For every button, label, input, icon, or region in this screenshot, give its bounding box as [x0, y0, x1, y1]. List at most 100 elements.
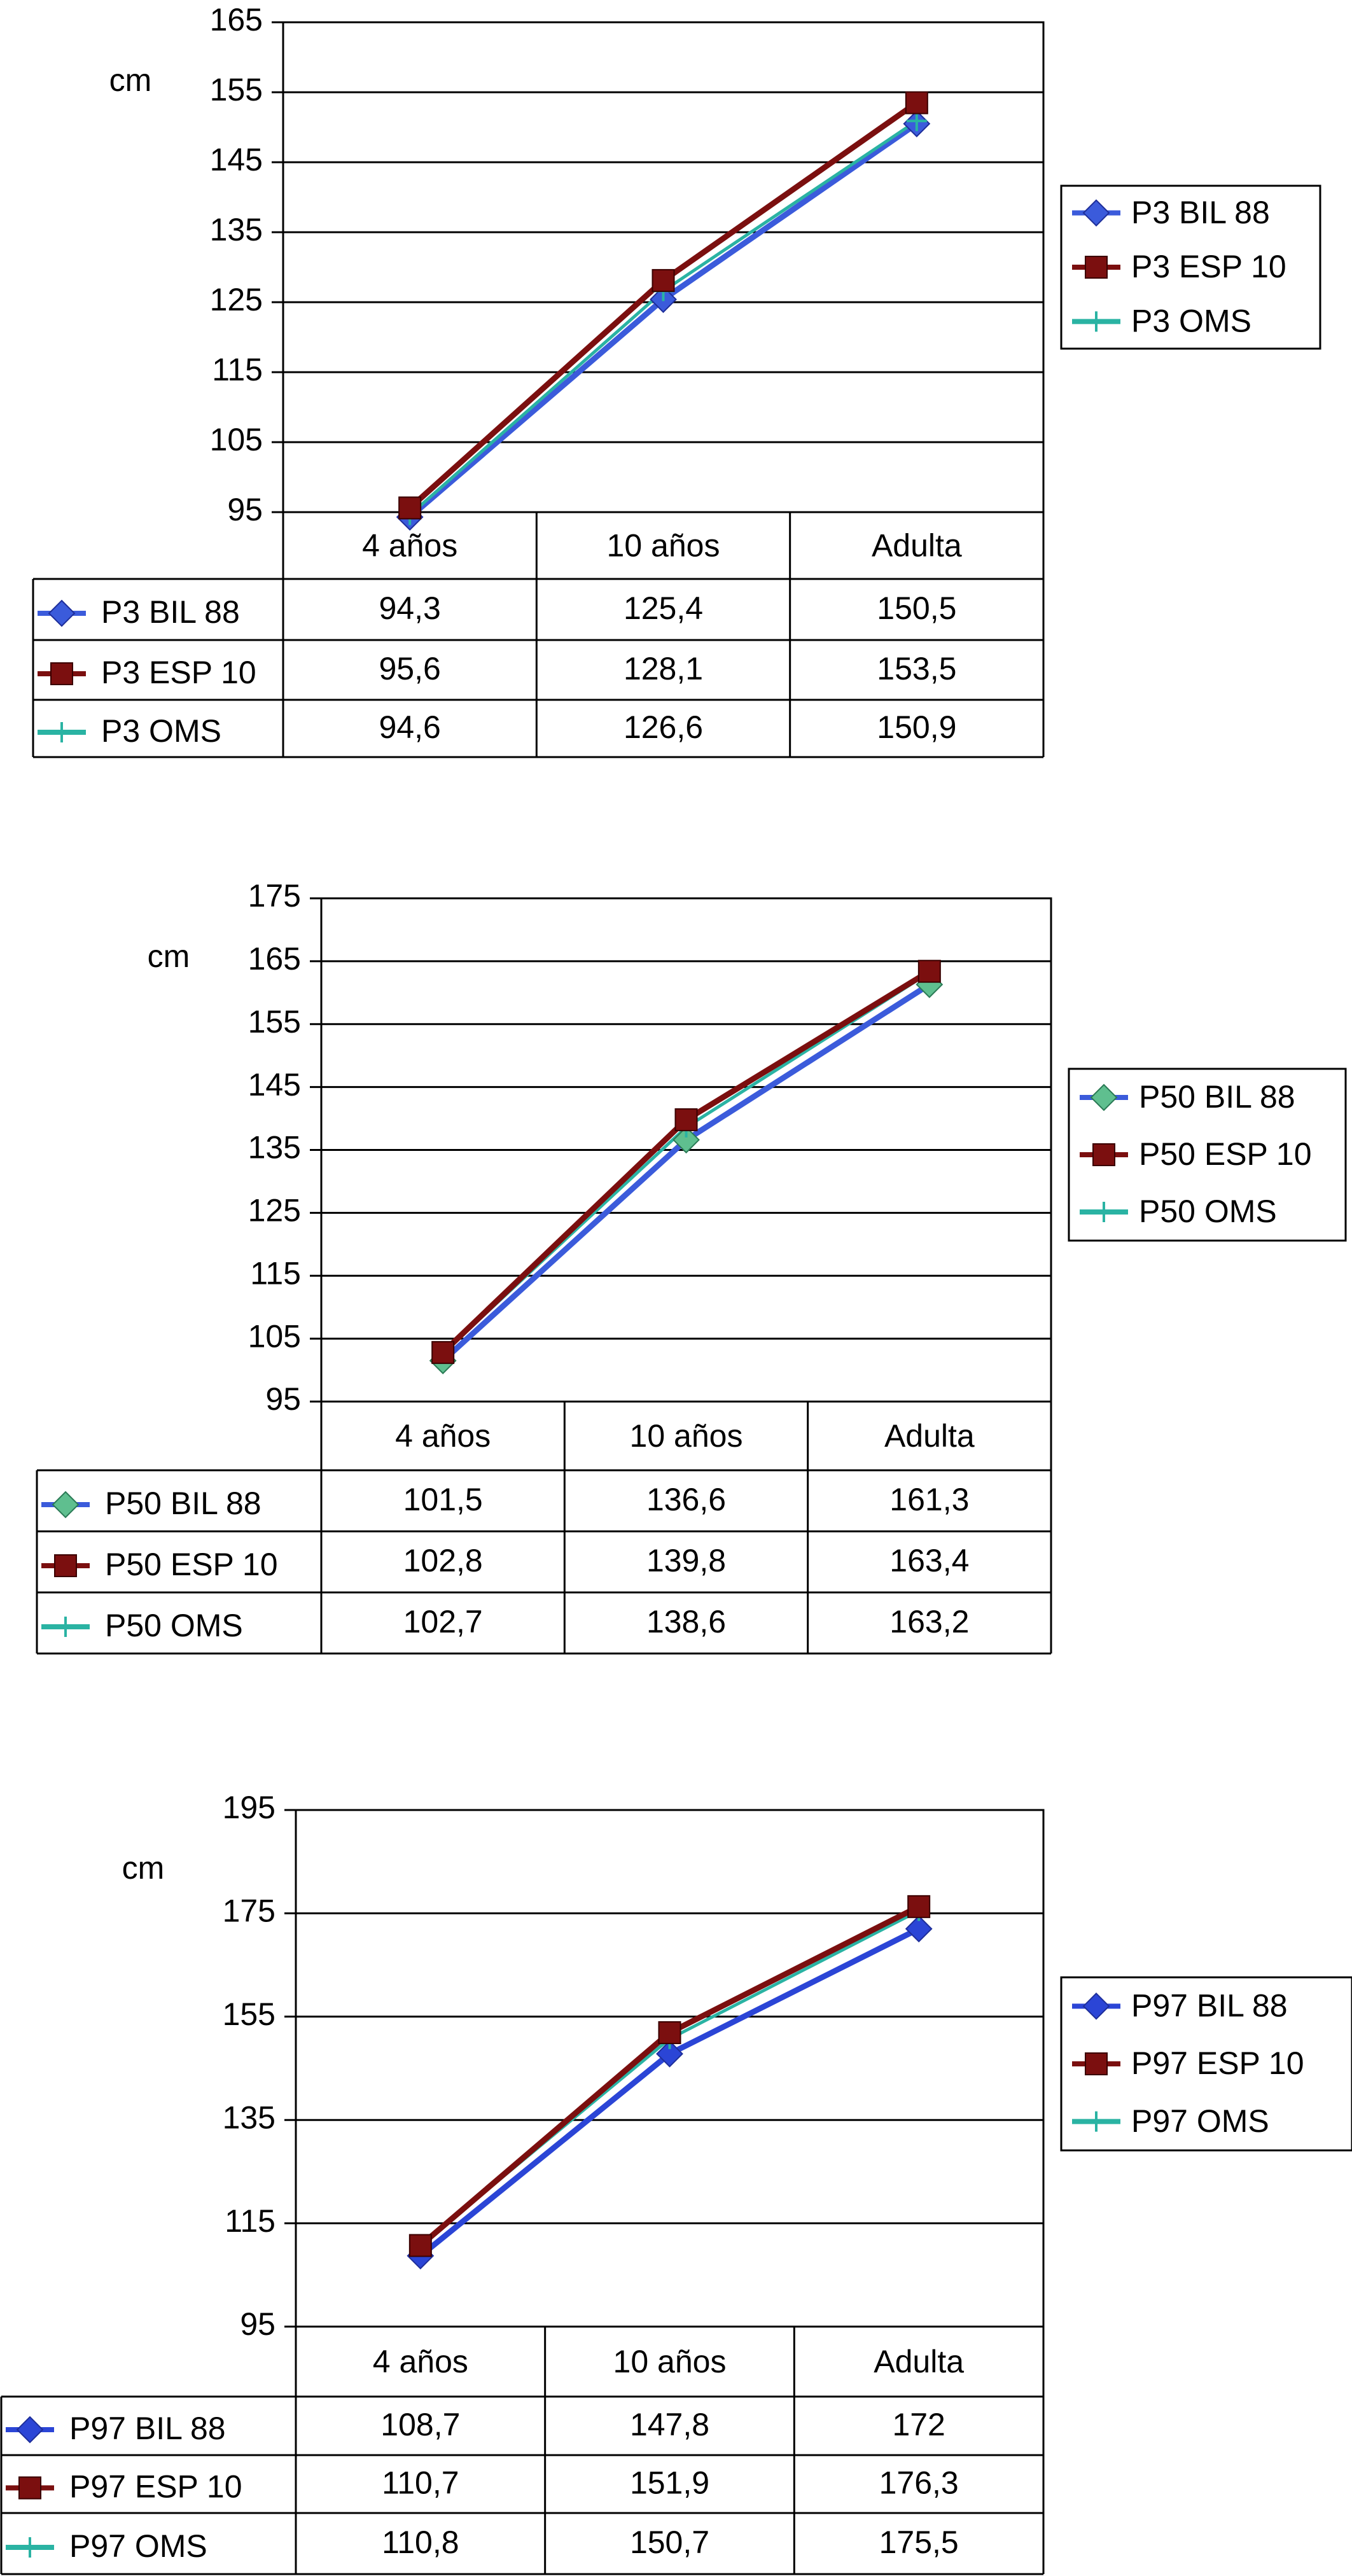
- data-point: [917, 959, 941, 983]
- table-key-marker: [48, 599, 76, 627]
- y-tick-label: 95: [227, 492, 263, 527]
- y-tick-label: 165: [248, 941, 301, 977]
- table-value: 138,6: [646, 1604, 726, 1640]
- x-category-label: 10 años: [613, 2344, 727, 2379]
- table-value: 176,3: [879, 2465, 959, 2501]
- legend-key-marker: [1092, 1143, 1115, 1166]
- table-value: 110,8: [382, 2524, 459, 2560]
- y-tick-label: 155: [248, 1004, 301, 1040]
- y-tick-label: 135: [248, 1130, 301, 1166]
- legend-label: P97 BIL 88: [1131, 1988, 1288, 2024]
- table-value: 94,6: [379, 709, 441, 745]
- table-key-marker: [16, 2416, 44, 2444]
- table-key-marker: [52, 1491, 80, 1519]
- x-category-label: Adulta: [872, 528, 962, 564]
- legend-key-marker: [1094, 1202, 1114, 1222]
- table-value: 150,9: [877, 709, 956, 745]
- table-value: 161,3: [889, 1482, 969, 1517]
- table-value: 151,9: [630, 2465, 709, 2501]
- x-category-label: Adulta: [874, 2344, 964, 2379]
- table-value: 101,5: [403, 1482, 483, 1517]
- y-tick-label: 175: [223, 1893, 275, 1929]
- legend: P97 BIL 88 P97 ESP 10 P97 OMS: [1060, 1976, 1352, 2152]
- y-tick-label: 115: [250, 1255, 301, 1291]
- table-series-name: P50 ESP 10: [105, 1547, 278, 1582]
- legend-label: P3 BIL 88: [1131, 195, 1270, 230]
- legend: P50 BIL 88 P50 ESP 10 P50 OMS: [1068, 1068, 1347, 1242]
- chart-2: 175 165 155 145 135 125 115 105 95 cm 4 años 10 año…: [36, 878, 1347, 1655]
- x-category-label: 10 años: [607, 528, 720, 564]
- table-key-marker: [54, 1554, 77, 1577]
- legend-label: P3 OMS: [1131, 303, 1251, 339]
- y-tick-label: 105: [248, 1318, 301, 1354]
- table-value: 108,7: [380, 2407, 460, 2442]
- table-key-marker: [50, 662, 73, 685]
- legend-key-marker: [1086, 311, 1106, 332]
- x-category-label: 10 años: [630, 1418, 743, 1454]
- legend-label: P50 OMS: [1139, 1194, 1277, 1229]
- table-value: 175,5: [879, 2524, 959, 2560]
- y-tick-label: 115: [225, 2203, 275, 2239]
- y-tick-label: 125: [248, 1193, 301, 1229]
- legend-key-marker: [1086, 2111, 1106, 2132]
- data-point: [907, 1895, 931, 1918]
- y-tick-label: 165: [210, 2, 263, 38]
- table-key-marker: [20, 2537, 40, 2558]
- data-point: [674, 1108, 698, 1132]
- table-value: 172: [892, 2407, 945, 2442]
- table-value: 150,5: [877, 590, 956, 626]
- y-axis-label: cm: [109, 62, 152, 98]
- y-tick-label: 195: [223, 1790, 275, 1825]
- data-point: [658, 2021, 681, 2044]
- chart-1: 165 155 145 135 125 115 105 95 cm 4 años 10 años Ad…: [32, 2, 1321, 758]
- table-series-name: P50 OMS: [105, 1608, 243, 1643]
- x-category-label: 4 años: [362, 528, 457, 564]
- table-series-name: P50 BIL 88: [105, 1486, 261, 1521]
- y-tick-label: 135: [223, 2099, 275, 2135]
- table-series-name: P3 BIL 88: [101, 594, 240, 630]
- table-value: 110,7: [382, 2465, 459, 2501]
- data-point: [905, 91, 928, 115]
- data-point: [673, 1126, 700, 1154]
- table-value: 102,7: [403, 1604, 483, 1640]
- y-tick-label: 115: [212, 352, 263, 387]
- data-point: [408, 2234, 432, 2257]
- table-value: 147,8: [630, 2407, 709, 2442]
- data-point: [905, 1915, 933, 1943]
- legend-key-marker: [1090, 1083, 1118, 1111]
- y-axis-label: cm: [122, 1850, 165, 1886]
- data-point: [398, 496, 422, 520]
- chart-3: 195 175 155 135 115 95 cm 4 años 10 años Adulta P9…: [0, 1790, 1352, 2575]
- table-key-marker: [18, 2476, 41, 2500]
- y-tick-label: 145: [248, 1067, 301, 1103]
- table-value: 95,6: [379, 651, 441, 686]
- plot-area: [295, 1809, 1045, 2328]
- y-tick-label: 95: [240, 2306, 275, 2342]
- table-value: 163,4: [889, 1543, 969, 1578]
- table-key-marker: [52, 722, 72, 742]
- plot-area: [282, 21, 1045, 513]
- data-table: 4 años 10 años Adulta P3 BIL 88 94,3 125,4 150…: [32, 512, 1045, 758]
- legend-label: P97 ESP 10: [1131, 2045, 1304, 2081]
- y-tick-label: 155: [210, 72, 263, 108]
- table-value: 94,3: [379, 590, 441, 626]
- table-key-marker: [55, 1617, 76, 1637]
- table-value: 163,2: [889, 1604, 969, 1640]
- x-category-label: Adulta: [884, 1418, 975, 1454]
- legend-label: P3 ESP 10: [1131, 249, 1286, 284]
- y-tick-label: 125: [210, 282, 263, 317]
- x-category-label: 4 años: [395, 1418, 491, 1454]
- data-table: 4 años 10 años Adulta P50 BIL 88 101,5 136,6 1…: [36, 1402, 1052, 1655]
- x-category-label: 4 años: [373, 2344, 468, 2379]
- table-value: 136,6: [646, 1482, 726, 1517]
- y-tick-label: 105: [210, 422, 263, 457]
- legend-key-marker: [1082, 1992, 1110, 2020]
- data-point: [652, 268, 675, 292]
- legend-label: P97 OMS: [1131, 2103, 1269, 2139]
- y-tick-label: 155: [223, 1996, 275, 2032]
- y-tick-label: 135: [210, 212, 263, 247]
- table-value: 102,8: [403, 1543, 483, 1578]
- data-point: [656, 2040, 683, 2068]
- y-tick-label: 175: [248, 878, 301, 914]
